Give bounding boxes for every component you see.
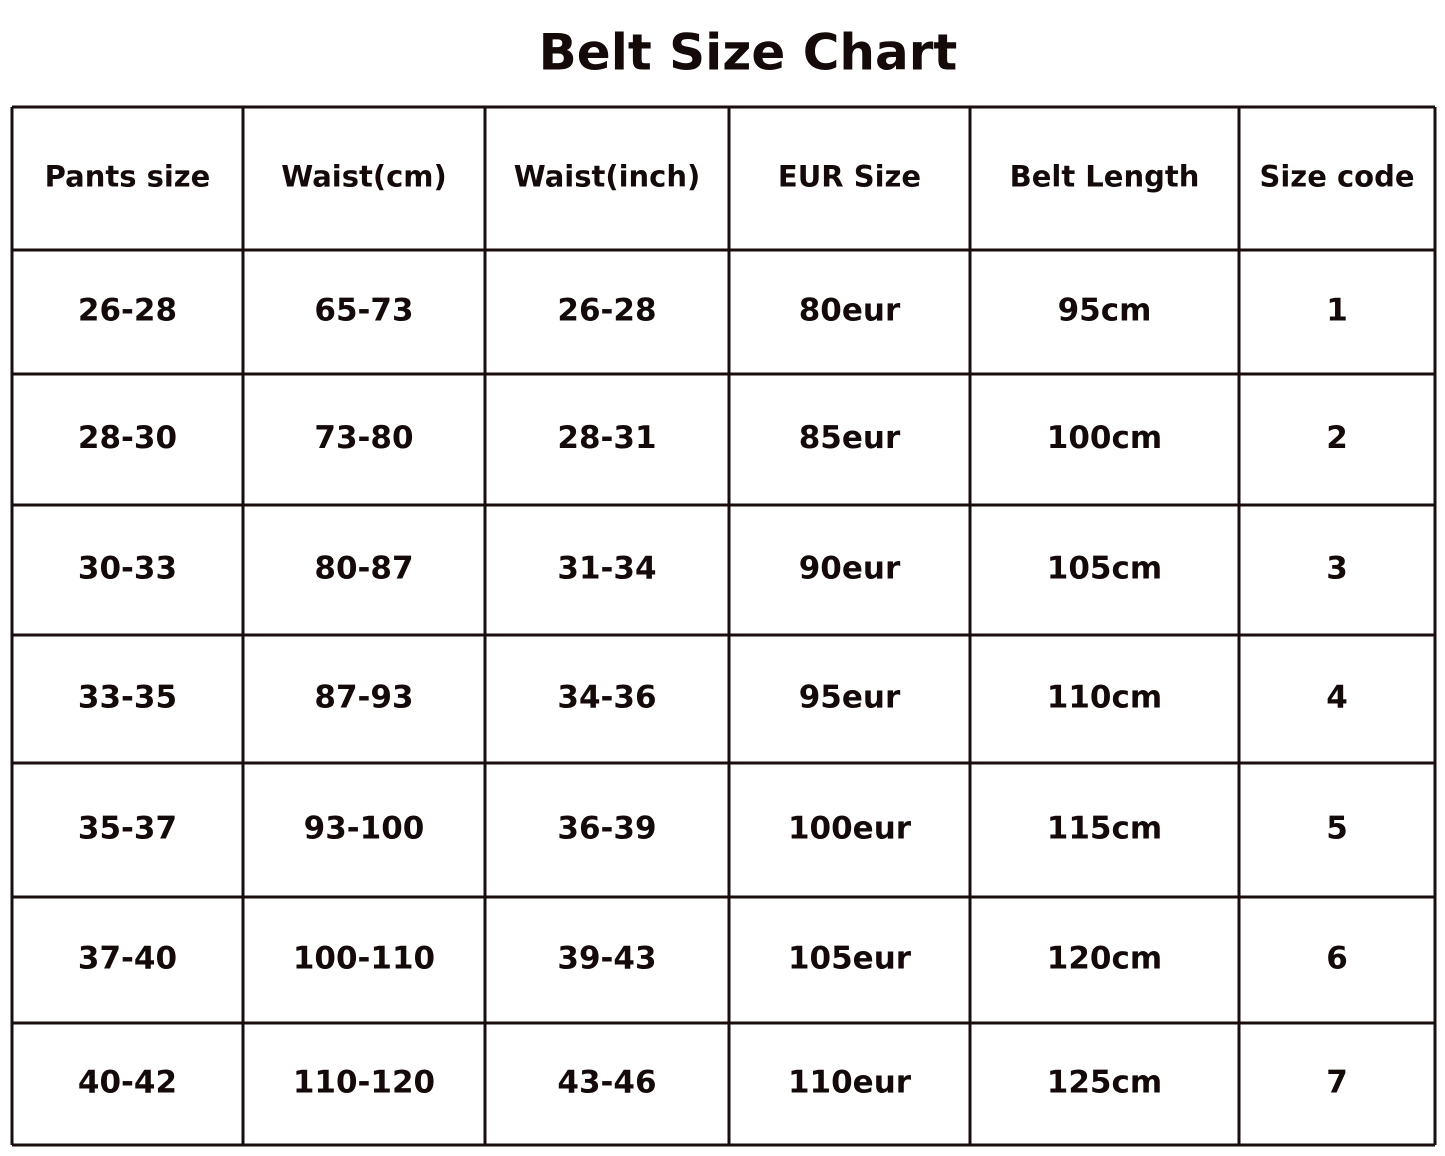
table-cell: 1 xyxy=(1326,293,1348,329)
table-cell: 100cm xyxy=(1047,420,1162,456)
table-cell: 90eur xyxy=(799,551,901,587)
table-cell: 33-35 xyxy=(78,680,177,716)
table-cell: 110eur xyxy=(788,1065,912,1101)
table-cell: 26-28 xyxy=(557,293,656,329)
table-cell: 93-100 xyxy=(304,811,425,847)
table-cell: 37-40 xyxy=(78,941,177,977)
table-cell: 4 xyxy=(1326,680,1348,716)
table-cell: 95eur xyxy=(799,680,901,716)
table-cell: 36-39 xyxy=(557,811,656,847)
header-cell: Pants size xyxy=(45,160,211,194)
table-cell: 34-36 xyxy=(557,680,656,716)
table-cell: 6 xyxy=(1326,941,1348,977)
table-cell: 110-120 xyxy=(293,1065,435,1101)
table-cell: 43-46 xyxy=(557,1065,656,1101)
table-cell: 80eur xyxy=(799,293,901,329)
table-cell: 85eur xyxy=(799,420,901,456)
table-cell: 120cm xyxy=(1047,941,1162,977)
table-cell: 80-87 xyxy=(314,551,413,587)
table-cell: 28-30 xyxy=(78,420,177,456)
table-cell: 115cm xyxy=(1047,811,1162,847)
table-cell: 105eur xyxy=(788,941,912,977)
table-cell: 105cm xyxy=(1047,551,1162,587)
title: Belt Size Chart xyxy=(539,24,958,82)
table-cell: 40-42 xyxy=(78,1065,177,1101)
table-cell: 3 xyxy=(1326,551,1348,587)
header-cell: Waist(cm) xyxy=(281,160,447,194)
header-cell: EUR Size xyxy=(778,160,921,194)
table-cell: 65-73 xyxy=(314,293,413,329)
table-cell: 26-28 xyxy=(78,293,177,329)
table-cell: 35-37 xyxy=(78,811,177,847)
table-cell: 30-33 xyxy=(78,551,177,587)
table-cell: 125cm xyxy=(1047,1065,1162,1101)
table-cell: 39-43 xyxy=(557,941,656,977)
header-cell: Size code xyxy=(1259,160,1414,194)
table-cell: 7 xyxy=(1326,1065,1348,1101)
header-cell: Belt Length xyxy=(1010,160,1200,194)
header-cell: Waist(inch) xyxy=(514,160,701,194)
table-cell: 87-93 xyxy=(314,680,413,716)
table-cell: 31-34 xyxy=(557,551,656,587)
table-cell: 73-80 xyxy=(314,420,413,456)
table-cell: 100eur xyxy=(788,811,912,847)
table-cell: 2 xyxy=(1326,420,1348,456)
table-cell: 100-110 xyxy=(293,941,435,977)
table-cell: 95cm xyxy=(1058,293,1152,329)
table-cell: 28-31 xyxy=(557,420,656,456)
table-cell: 110cm xyxy=(1047,680,1162,716)
table-cell: 5 xyxy=(1326,811,1348,847)
